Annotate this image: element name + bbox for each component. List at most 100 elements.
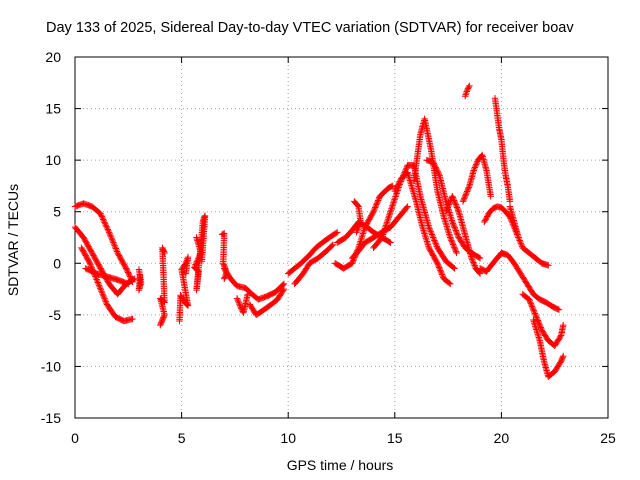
data-point bbox=[233, 295, 241, 302]
data-point bbox=[97, 210, 104, 217]
y-axis-label: SDTVAR / TECUs bbox=[5, 184, 21, 296]
x-axis-label: GPS time / hours bbox=[287, 457, 394, 473]
data-point bbox=[379, 231, 387, 238]
data-point bbox=[433, 243, 441, 250]
data-point bbox=[101, 219, 108, 226]
data-point bbox=[433, 258, 440, 266]
x-tick-label: 15 bbox=[387, 430, 403, 446]
data-point bbox=[426, 226, 434, 234]
data-point bbox=[427, 228, 434, 235]
y-tick-label: -15 bbox=[41, 410, 61, 426]
data-point bbox=[236, 301, 243, 308]
data-point bbox=[437, 267, 444, 274]
data-point bbox=[472, 162, 479, 170]
data-point bbox=[100, 292, 107, 299]
data-point bbox=[372, 204, 379, 211]
data-point bbox=[394, 182, 401, 189]
data-point bbox=[465, 84, 472, 91]
data-point bbox=[527, 300, 535, 307]
data-point bbox=[105, 227, 112, 235]
data-point bbox=[107, 233, 115, 240]
data-point bbox=[462, 91, 469, 98]
data-point bbox=[101, 296, 109, 304]
data-point bbox=[372, 202, 380, 210]
data-point bbox=[432, 240, 439, 247]
series-arc-15to18 bbox=[391, 169, 454, 288]
y-tick-label: 0 bbox=[53, 255, 61, 271]
data-point bbox=[380, 229, 387, 237]
data-point bbox=[452, 246, 459, 254]
data-point bbox=[531, 310, 539, 317]
data-point bbox=[445, 201, 453, 208]
data-point bbox=[385, 213, 393, 220]
series-arc-12to14 bbox=[331, 182, 396, 272]
data-point bbox=[438, 269, 445, 277]
data-point bbox=[448, 238, 456, 245]
data-point bbox=[279, 287, 287, 294]
data-point bbox=[392, 186, 399, 193]
data-point bbox=[108, 236, 116, 243]
data-point bbox=[160, 298, 167, 305]
data-point bbox=[383, 219, 391, 226]
data-point bbox=[451, 245, 459, 252]
x-tick-label: 0 bbox=[71, 430, 79, 446]
data-point bbox=[449, 220, 457, 227]
series-arc-19to20 bbox=[491, 95, 514, 205]
data-point bbox=[518, 241, 525, 249]
data-point bbox=[96, 283, 103, 291]
data-point bbox=[353, 227, 361, 235]
data-point bbox=[429, 234, 437, 241]
data-point bbox=[439, 272, 446, 280]
data-point bbox=[460, 195, 468, 202]
data-point bbox=[452, 225, 459, 233]
data-point bbox=[123, 266, 131, 273]
data-point bbox=[431, 238, 439, 246]
data-point bbox=[528, 303, 536, 310]
data-point bbox=[373, 200, 381, 207]
data-point bbox=[515, 234, 522, 241]
data-point bbox=[101, 295, 108, 302]
data-point bbox=[99, 214, 106, 222]
data-point bbox=[470, 259, 477, 266]
data-point bbox=[382, 223, 389, 231]
data-point bbox=[219, 230, 227, 238]
data-point bbox=[110, 240, 118, 248]
data-point bbox=[381, 226, 388, 234]
data-point bbox=[453, 249, 460, 257]
data-point bbox=[530, 307, 537, 314]
data-point bbox=[442, 208, 450, 215]
data-point bbox=[517, 240, 525, 247]
data-point bbox=[481, 218, 488, 226]
data-point bbox=[99, 291, 106, 298]
y-tick-label: 20 bbox=[45, 49, 61, 65]
data-point bbox=[370, 207, 378, 214]
data-point bbox=[328, 242, 336, 249]
data-point bbox=[392, 193, 399, 200]
data-point bbox=[450, 197, 458, 204]
data-point bbox=[454, 232, 462, 240]
data-point bbox=[404, 203, 411, 210]
data-point bbox=[109, 237, 116, 245]
data-point bbox=[237, 303, 244, 311]
data-point bbox=[125, 280, 132, 288]
data-point bbox=[101, 220, 109, 227]
data-point bbox=[103, 299, 110, 307]
data-point bbox=[108, 235, 115, 242]
data-point bbox=[538, 325, 545, 333]
data-point bbox=[449, 239, 456, 247]
data-point bbox=[103, 224, 111, 232]
data-point bbox=[451, 244, 458, 251]
data-point bbox=[463, 88, 470, 95]
data-point bbox=[469, 257, 476, 265]
data-point bbox=[374, 198, 381, 206]
data-point bbox=[381, 225, 389, 232]
data-point bbox=[103, 223, 110, 230]
data-point bbox=[375, 195, 382, 203]
data-point bbox=[105, 229, 113, 236]
data-point bbox=[382, 222, 390, 229]
data-point bbox=[182, 270, 190, 277]
data-point bbox=[369, 209, 376, 217]
axis-ticks: 0 5 10 15 20 25 -15 -10 -5 0 5 10 15 20 bbox=[41, 49, 616, 446]
data-point bbox=[463, 89, 470, 97]
data-point bbox=[280, 285, 288, 293]
